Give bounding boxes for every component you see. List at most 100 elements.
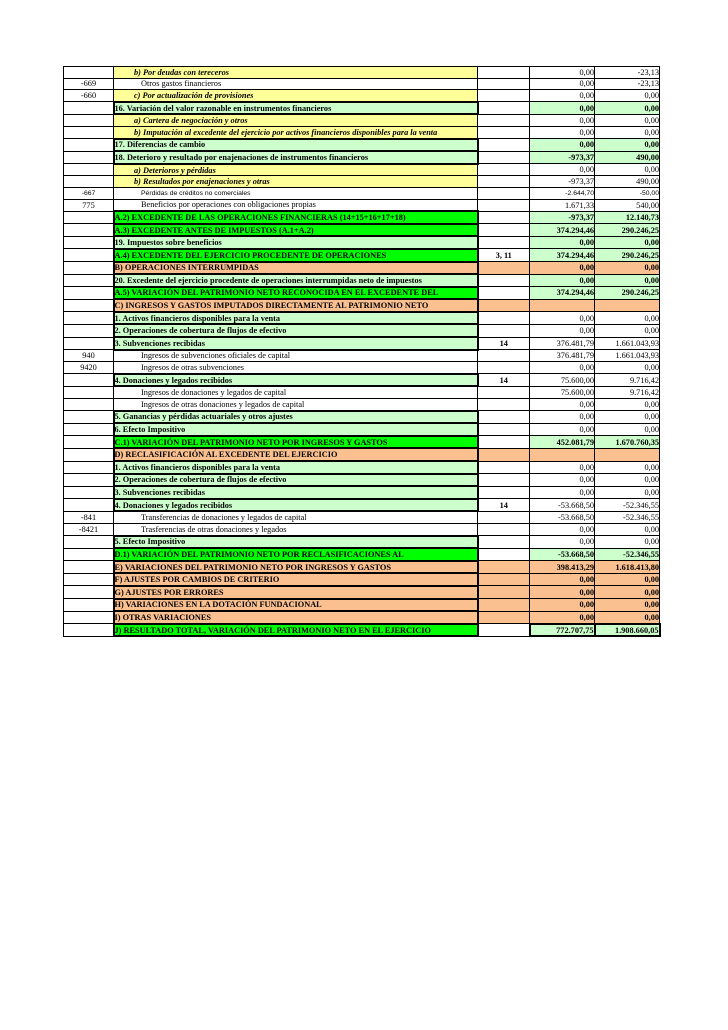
value-current-cell: 0,00 xyxy=(529,66,595,79)
notes-cell xyxy=(477,163,530,177)
table-row: a) Cartera de negociación y otros 0,00 0,0… xyxy=(63,113,660,127)
notes-cell xyxy=(477,598,530,612)
value-current-cell: 0,00 xyxy=(529,125,595,140)
value-prior-cell: -23,13 xyxy=(594,77,660,91)
account-code-cell xyxy=(63,150,114,165)
notes-cell xyxy=(477,349,530,363)
description-cell: F) AJUSTES POR CAMBIOS DE CRITERIO xyxy=(112,572,479,587)
value-current-cell: 0,00 xyxy=(529,113,595,127)
table-row: 5. Ganancias y pérdidas actuariales y ot… xyxy=(63,409,660,425)
notes-cell xyxy=(477,113,530,127)
description-cell: D) RECLASIFICACIÓN AL EXCEDENTE DEL EJER… xyxy=(112,447,479,462)
value-current-cell: 0,00 xyxy=(529,138,595,152)
table-row: E) VARIACIONES DEL PATRIMONIO NETO POR I… xyxy=(63,559,660,575)
description-cell: Beneficios por operaciones con obligacio… xyxy=(113,198,478,212)
table-row: 3. Subvenciones recibidas 0,00 0,00 xyxy=(63,485,660,500)
table-row: -8421 Trasferencias de otras donaciones y… xyxy=(63,522,660,537)
table-row: 6. Efecto Impositivo 0,00 0,00 xyxy=(63,422,660,437)
table-row: 2. Operaciones de cobertura de flujos de… xyxy=(63,323,660,339)
table-row: 2. Operaciones de cobertura de flujos de… xyxy=(63,472,660,488)
table-row: 1. Activos financieros disponibles para … xyxy=(63,460,660,475)
description-cell: 20. Excedente del ejercicio procedente d… xyxy=(112,273,479,288)
notes-cell xyxy=(477,223,530,237)
table-row: 775 Beneficios por operaciones con obliga… xyxy=(63,198,660,212)
value-current-cell: 0,00 xyxy=(529,89,595,103)
value-prior-cell: 0,00 xyxy=(594,261,660,275)
description-cell: Transferencias de donaciones y legados d… xyxy=(113,510,478,524)
description-cell: E) VARIACIONES DEL PATRIMONIO NETO POR I… xyxy=(112,559,479,575)
account-code-cell xyxy=(63,498,114,512)
value-current-cell: 75.600,00 xyxy=(529,385,595,400)
table-row: -841 Transferencias de donaciones y legad… xyxy=(63,510,660,524)
value-current-cell: 0,00 xyxy=(529,77,595,91)
value-prior-cell: 0,00 xyxy=(594,422,660,437)
value-prior-cell: 0,00 xyxy=(594,113,660,127)
value-prior-cell: -52.346,55 xyxy=(594,547,660,562)
value-prior-cell: 0,00 xyxy=(594,535,660,549)
value-current-cell: 452.081,79 xyxy=(529,435,595,449)
table-row: 20. Excedente del ejercicio procedente d… xyxy=(63,273,660,288)
value-current-cell: -53.668,50 xyxy=(529,510,595,524)
table-row: Ingresos de otras donaciones y legados d… xyxy=(63,398,660,412)
value-prior-cell xyxy=(594,298,660,313)
value-current-cell: -53.668,50 xyxy=(529,547,595,562)
account-code-cell xyxy=(63,460,114,475)
value-current-cell: 0,00 xyxy=(529,422,595,437)
description-cell: b) Resultados por enajenaciones y otras xyxy=(113,175,478,188)
value-prior-cell: 0,00 xyxy=(594,235,660,250)
notes-cell: 14 xyxy=(477,498,530,512)
table-row: a) Deterioros y pérdidas 0,00 0,00 xyxy=(63,163,660,177)
value-prior-cell: 1.661.043,93 xyxy=(594,349,660,363)
value-prior-cell: -23,13 xyxy=(594,66,660,79)
account-code-cell xyxy=(63,223,114,237)
value-prior-cell: 0,00 xyxy=(594,473,660,487)
value-prior-cell: 0,00 xyxy=(594,572,660,587)
notes-cell xyxy=(477,77,530,91)
table-row: G) AJUSTES POR ERRORES 0,00 0,00 xyxy=(63,584,660,600)
account-code-cell xyxy=(63,286,114,300)
notes-cell xyxy=(477,435,530,449)
account-code-cell xyxy=(63,66,114,79)
description-cell: Trasferencias de otras donaciones y lega… xyxy=(113,522,478,537)
value-current-cell: 0,00 xyxy=(529,610,595,625)
notes-cell xyxy=(477,473,530,487)
table-row: I) OTRAS VARIACIONES 0,00 0,00 xyxy=(63,610,660,625)
table-row: C.1) VARIACIÓN DEL PATRIMONIO NETO POR I… xyxy=(63,434,660,450)
description-cell: 3. Subvenciones recibidas xyxy=(112,485,479,500)
notes-cell xyxy=(477,101,530,115)
value-prior-cell: 0,00 xyxy=(594,460,660,475)
value-prior-cell: 0,00 xyxy=(594,101,660,115)
notes-cell xyxy=(477,298,530,313)
notes-cell xyxy=(477,522,530,537)
description-cell: A.4) EXCEDENTE DEL EJERCICIO PROCEDENTE … xyxy=(112,247,479,263)
description-cell: a) Cartera de negociación y otros xyxy=(113,113,478,127)
account-code-cell xyxy=(63,547,114,562)
account-code-cell xyxy=(63,210,114,225)
notes-cell xyxy=(477,66,530,79)
account-code-cell xyxy=(63,398,114,412)
value-prior-cell: 1.618.413,80 xyxy=(594,560,660,574)
notes-cell xyxy=(477,398,530,412)
table-row: A.4) EXCEDENTE DEL EJERCICIO PROCEDENTE … xyxy=(63,247,660,263)
value-prior-cell: 12.140,73 xyxy=(594,210,660,225)
account-code-cell xyxy=(63,560,114,574)
value-current-cell: 0,00 xyxy=(529,460,595,475)
description-cell: 18. Deterioro y resultado por enajenacio… xyxy=(112,150,479,165)
account-code-cell: -8421 xyxy=(63,522,114,537)
value-current-cell: 376.481,79 xyxy=(529,336,595,351)
value-prior-cell: 0,00 xyxy=(594,485,660,500)
value-current-cell xyxy=(529,447,595,462)
notes-cell xyxy=(477,460,530,475)
notes-cell: 14 xyxy=(477,373,530,387)
description-cell: 4. Donaciones y legados recibidos xyxy=(112,497,479,513)
description-cell: 4. Donaciones y legados recibidos xyxy=(112,372,479,388)
account-code-cell xyxy=(63,175,114,188)
account-code-cell xyxy=(63,435,114,449)
value-current-cell: 0,00 xyxy=(529,585,595,600)
account-code-cell xyxy=(63,585,114,600)
table-row: A.2) EXCEDENTE DE LAS OPERACIONES FINANC… xyxy=(63,210,660,225)
value-prior-cell: 0,00 xyxy=(594,138,660,152)
value-current-cell: 0,00 xyxy=(529,485,595,500)
description-cell: b) Por deudas con tereceros xyxy=(113,66,478,79)
